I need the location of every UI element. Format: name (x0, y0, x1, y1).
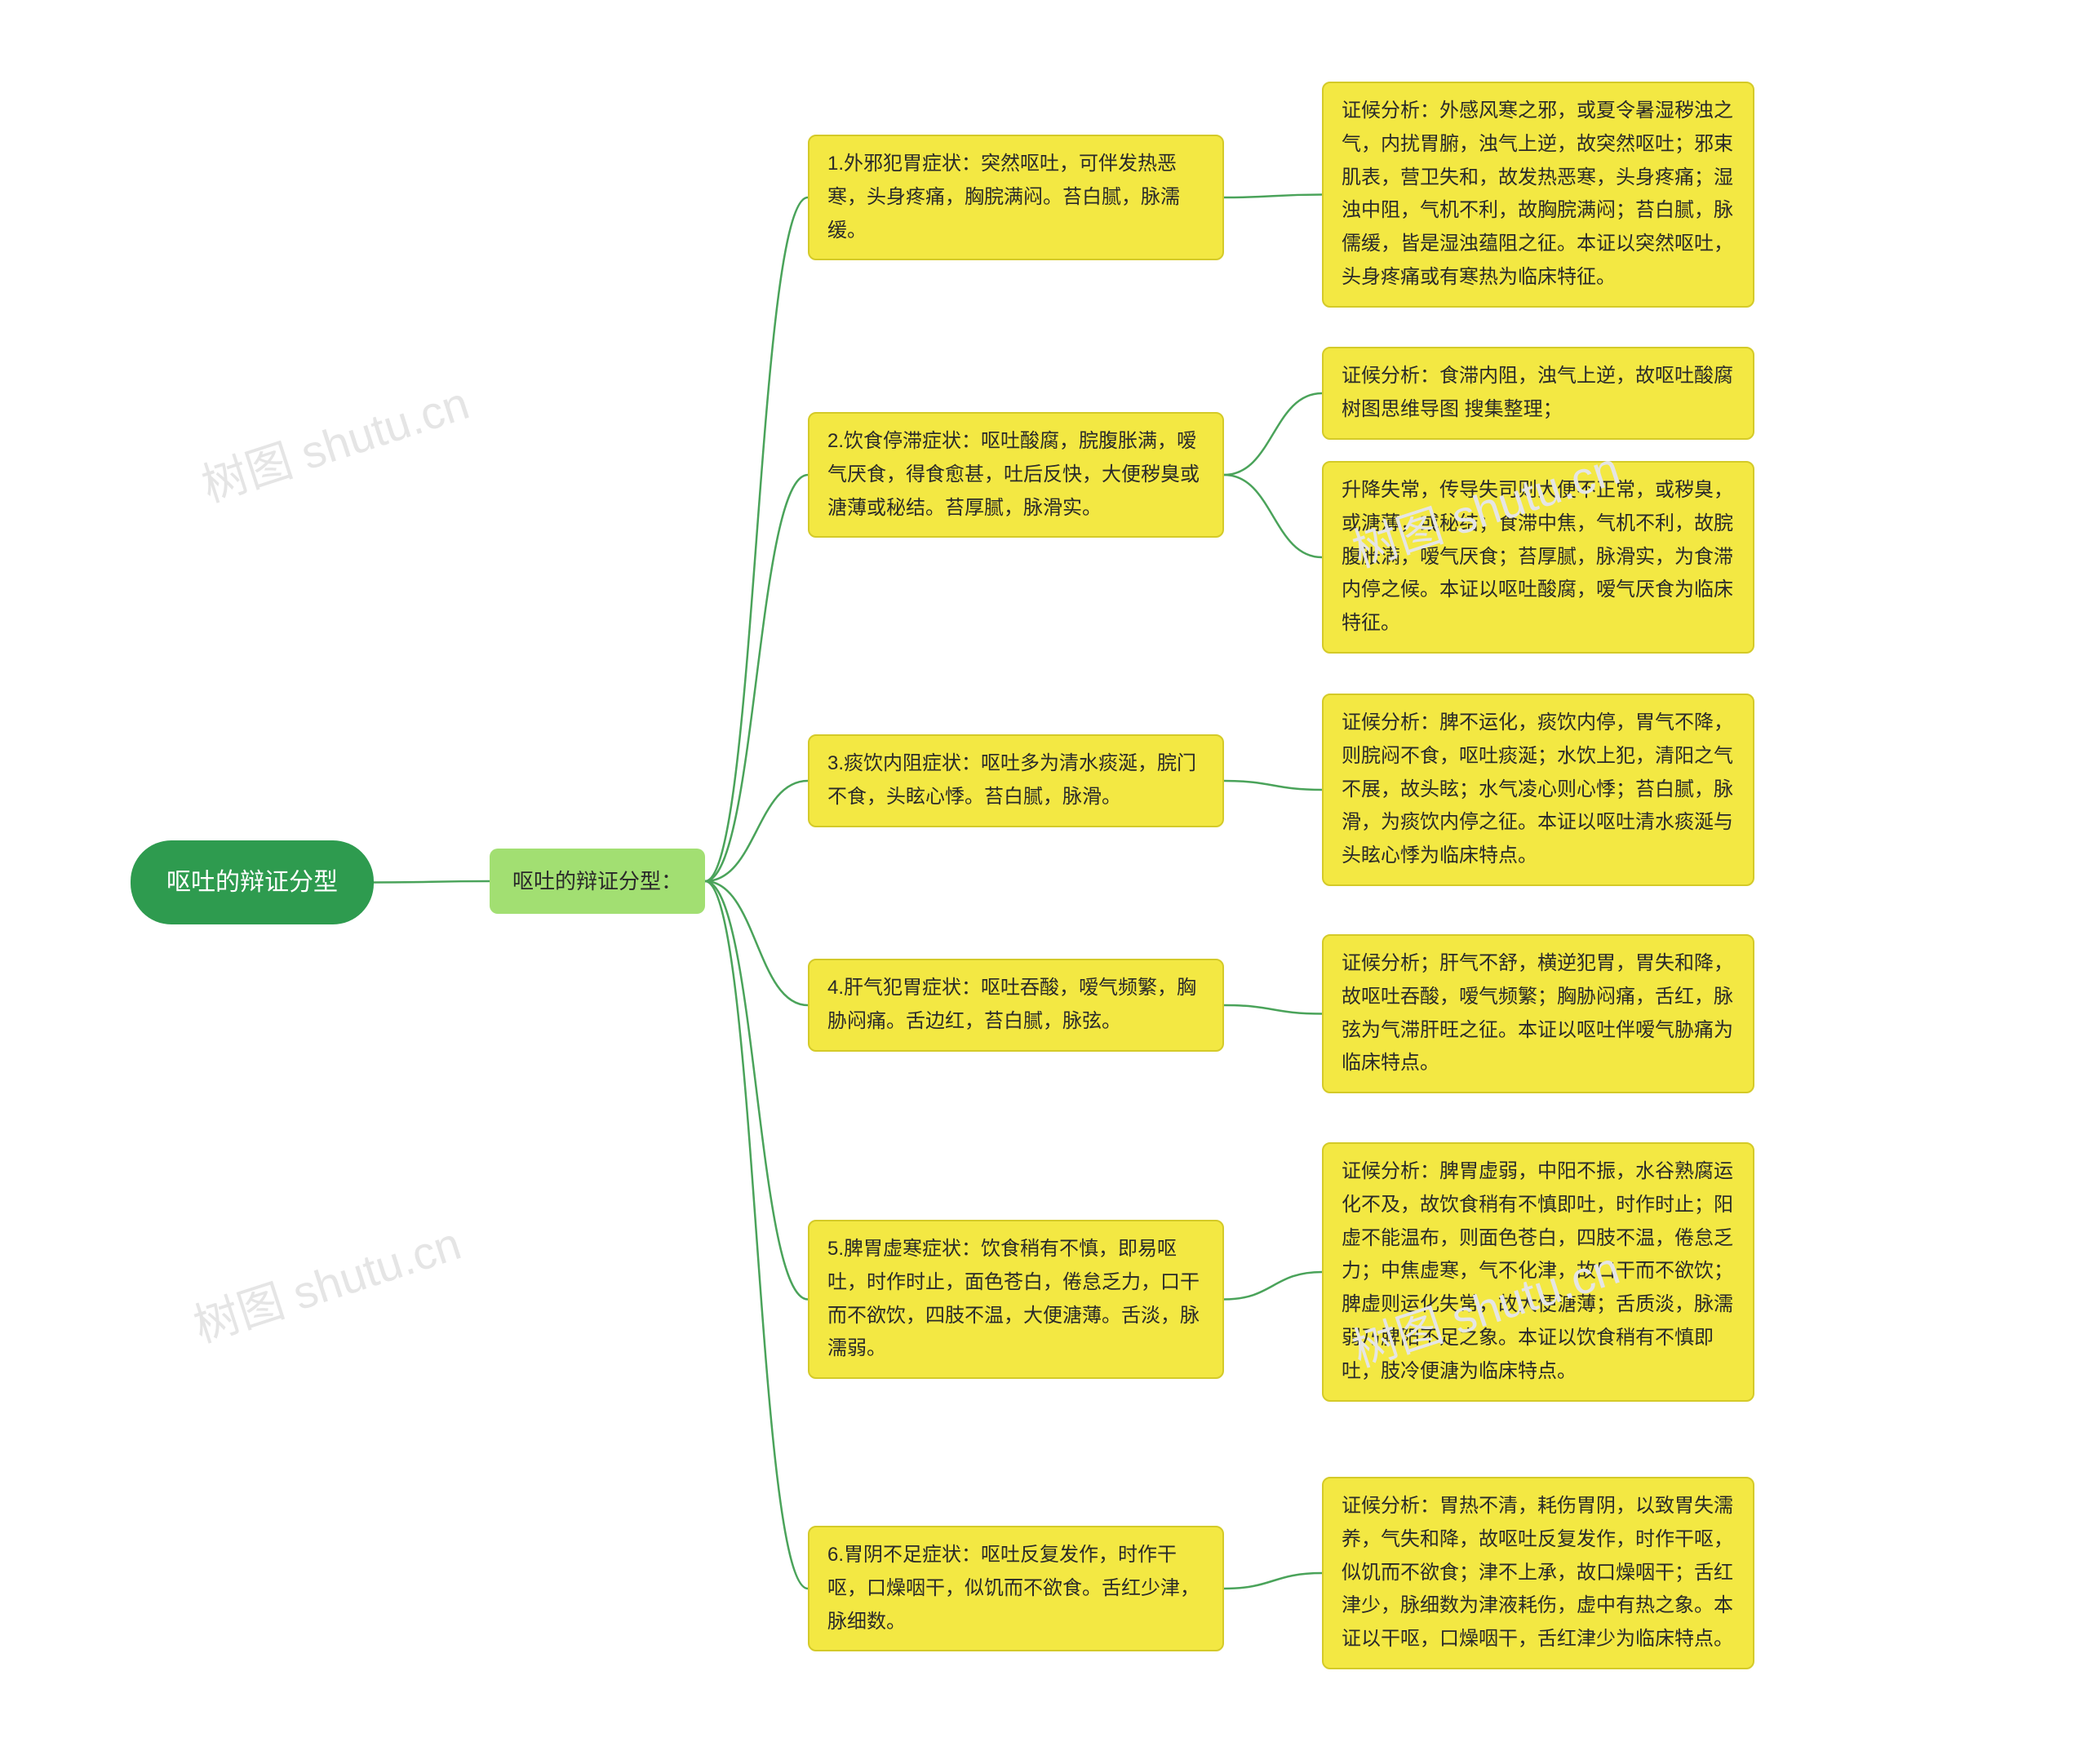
analysis-node-6-0: 证候分析：胃热不清，耗伤胃阴，以致胃失濡养，气失和降，故呕吐反复发作，时作干呕，… (1322, 1477, 1754, 1669)
analysis-node-3-0: 证候分析：脾不运化，痰饮内停，胃气不降，则脘闷不食，呕吐痰涎；水饮上犯，清阳之气… (1322, 694, 1754, 886)
root-node: 呕吐的辩证分型 (131, 840, 374, 924)
symptom-node-2: 2.饮食停滞症状：呕吐酸腐，脘腹胀满，嗳气厌食，得食愈甚，吐后反快，大便秽臭或溏… (808, 412, 1224, 538)
watermark-0: 树图 shutu.cn (193, 367, 477, 516)
symptom-node-1: 1.外邪犯胃症状：突然呕吐，可伴发热恶寒，头身疼痛，胸脘满闷。苔白腻，脉濡缓。 (808, 135, 1224, 260)
analysis-node-5-0: 证候分析：脾胃虚弱，中阳不振，水谷熟腐运化不及，故饮食稍有不慎即吐，时作时止；阳… (1322, 1142, 1754, 1402)
symptom-node-4: 4.肝气犯胃症状：呕吐吞酸，嗳气频繁，胸胁闷痛。舌边红，苔白腻，脉弦。 (808, 959, 1224, 1052)
symptom-node-6: 6.胃阴不足症状：呕吐反复发作，时作干呕，口燥咽干，似饥而不欲食。舌红少津，脉细… (808, 1526, 1224, 1651)
analysis-node-4-0: 证候分析；肝气不舒，横逆犯胃，胃失和降，故呕吐吞酸，嗳气频繁；胸胁闷痛，舌红，脉… (1322, 934, 1754, 1093)
level1-node: 呕吐的辩证分型： (490, 849, 705, 914)
symptom-node-5: 5.脾胃虚寒症状：饮食稍有不慎，即易呕吐，时作时止，面色苍白，倦怠乏力，口干而不… (808, 1220, 1224, 1379)
analysis-node-2-1: 升降失常，传导失司则大便不正常，或秽臭，或溏薄，或秘结；食滞中焦，气机不利，故脘… (1322, 461, 1754, 654)
symptom-node-3: 3.痰饮内阻症状：呕吐多为清水痰涎，脘门不食，头眩心悸。苔白腻，脉滑。 (808, 734, 1224, 827)
analysis-node-2-0: 证候分析：食滞内阻，浊气上逆，故呕吐酸腐树图思维导图 搜集整理； (1322, 347, 1754, 440)
watermark-2: 树图 shutu.cn (184, 1208, 468, 1356)
analysis-node-1-0: 证候分析：外感风寒之邪，或夏令暑湿秽浊之气，内扰胃腑，浊气上逆，故突然呕吐；邪束… (1322, 82, 1754, 308)
